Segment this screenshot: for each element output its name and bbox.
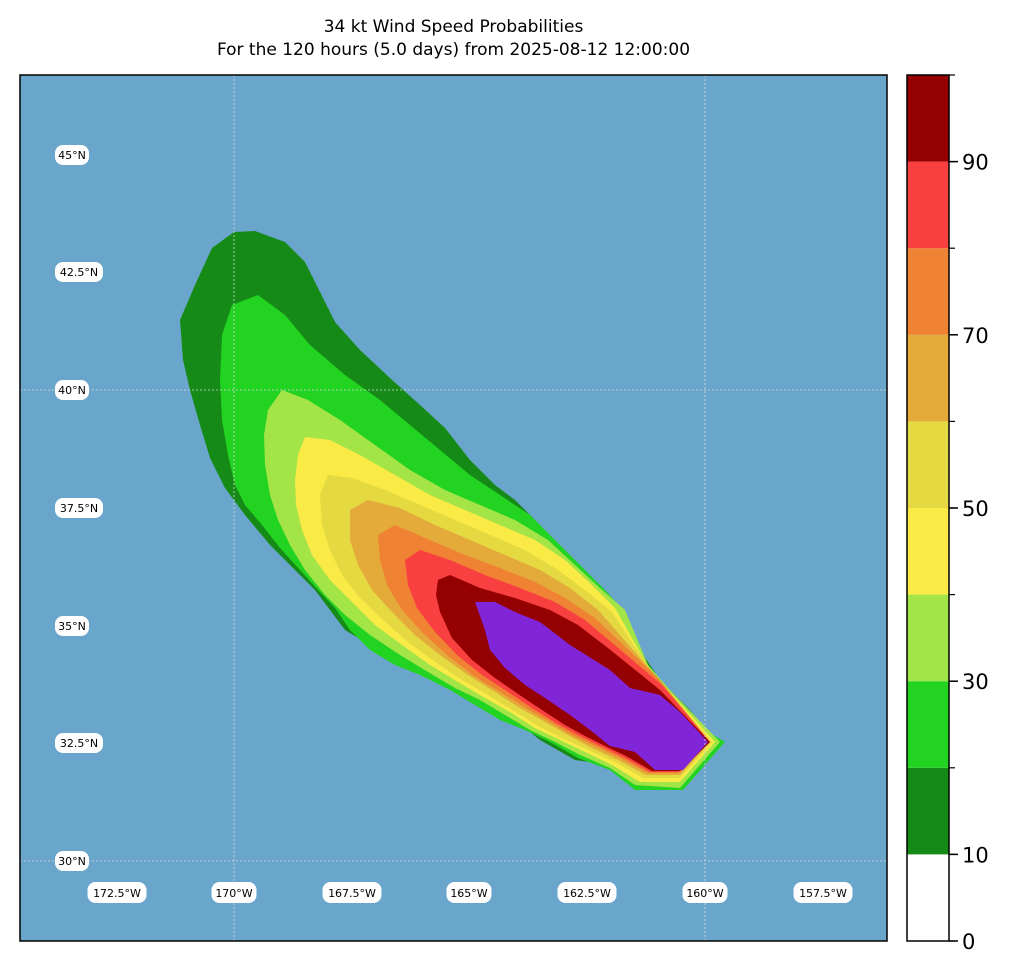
- colorbar-segment: [907, 334, 949, 422]
- colorbar-segment: [907, 767, 949, 855]
- colorbar-segment: [907, 508, 949, 595]
- lat-label: 35°N: [55, 616, 89, 636]
- colorbar-segment: [907, 248, 949, 335]
- lon-label: 160°W: [682, 882, 728, 903]
- lon-label: 165°W: [446, 882, 492, 903]
- lat-label: 30°N: [55, 851, 89, 871]
- svg-text:35°N: 35°N: [58, 620, 86, 633]
- svg-text:32.5°N: 32.5°N: [60, 737, 98, 750]
- map-gridlines: [20, 75, 887, 941]
- band-90-100: [475, 602, 708, 770]
- svg-text:162.5°W: 162.5°W: [563, 887, 611, 900]
- svg-text:30°N: 30°N: [58, 855, 86, 868]
- probability-contours: [180, 231, 725, 790]
- chart-subtitle: For the 120 hours (5.0 days) from 2025-0…: [216, 40, 691, 60]
- svg-text:42.5°N: 42.5°N: [60, 266, 98, 279]
- colorbar-tick-label: 90: [962, 151, 989, 175]
- svg-text:167.5°W: 167.5°W: [328, 887, 376, 900]
- lat-label: 42.5°N: [55, 262, 103, 282]
- lon-label: 167.5°W: [322, 882, 382, 903]
- colorbar-tick-label: 0: [962, 930, 975, 954]
- svg-text:37.5°N: 37.5°N: [60, 502, 98, 515]
- svg-text:157.5°W: 157.5°W: [799, 887, 847, 900]
- svg-text:165°W: 165°W: [450, 887, 487, 900]
- lon-label: 170°W: [211, 882, 257, 903]
- lat-label: 40°N: [55, 380, 89, 400]
- lat-label: 32.5°N: [55, 733, 103, 753]
- lon-label: 162.5°W: [557, 882, 617, 903]
- colorbar-tick-label: 30: [962, 670, 989, 694]
- svg-text:160°W: 160°W: [686, 887, 723, 900]
- svg-text:170°W: 170°W: [215, 887, 252, 900]
- colorbar-segment: [907, 854, 949, 941]
- svg-text:45°N: 45°N: [58, 149, 86, 162]
- colorbar-tick-label: 70: [962, 324, 989, 348]
- colorbar-tick-label: 10: [962, 843, 989, 867]
- colorbar-segment: [907, 681, 949, 768]
- lon-label: 157.5°W: [793, 882, 853, 903]
- colorbar-segment: [907, 421, 949, 508]
- chart-title: 34 kt Wind Speed Probabilities: [323, 17, 584, 37]
- lon-label: 172.5°W: [87, 882, 147, 903]
- map-frame: [19, 74, 888, 942]
- lat-label: 45°N: [55, 145, 89, 165]
- svg-text:40°N: 40°N: [58, 384, 86, 397]
- colorbar-segment: [907, 594, 949, 682]
- svg-text:172.5°W: 172.5°W: [93, 887, 141, 900]
- colorbar: 0 10 30 50 70 90: [906, 74, 989, 954]
- lat-label: 37.5°N: [55, 498, 103, 518]
- colorbar-segment: [907, 161, 949, 249]
- colorbar-tick-label: 50: [962, 497, 989, 521]
- colorbar-segment: [907, 75, 949, 162]
